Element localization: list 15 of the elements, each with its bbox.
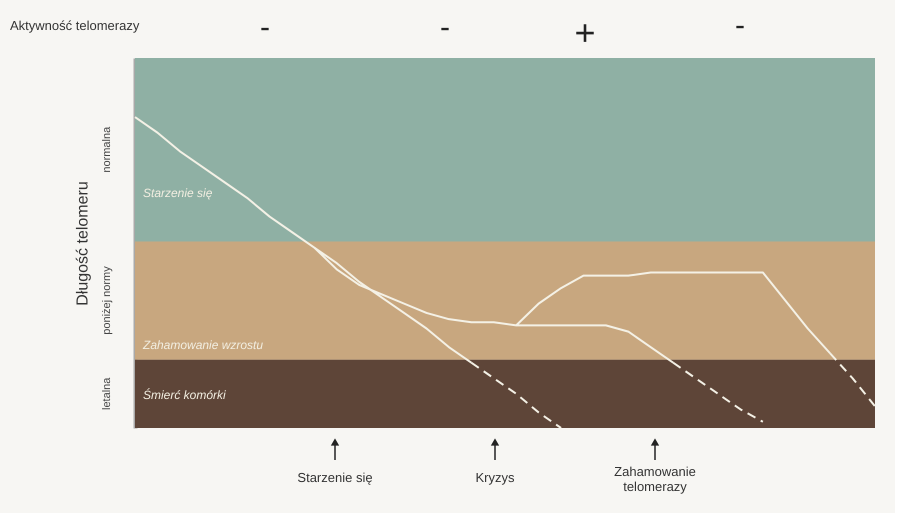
text: + — [574, 12, 596, 53]
annotation: Zahamowanie wzrostu — [142, 338, 264, 352]
text: Kryzys — [476, 470, 515, 485]
text: Aktywność telomerazy — [10, 18, 140, 33]
band-label: normalna — [101, 126, 113, 173]
text: - — [440, 11, 450, 44]
y-axis-title: Długość telomeru — [74, 181, 92, 306]
text: - — [735, 9, 745, 42]
band-label: poniżej normy — [101, 266, 113, 335]
annotation: Starzenie się — [143, 186, 213, 200]
text: Zahamowanie telomerazy — [614, 464, 696, 494]
band-label: letalna — [101, 376, 113, 410]
annotation: Śmierć komórki — [143, 388, 226, 402]
text: Starzenie się — [297, 470, 373, 485]
text: - — [260, 11, 270, 44]
